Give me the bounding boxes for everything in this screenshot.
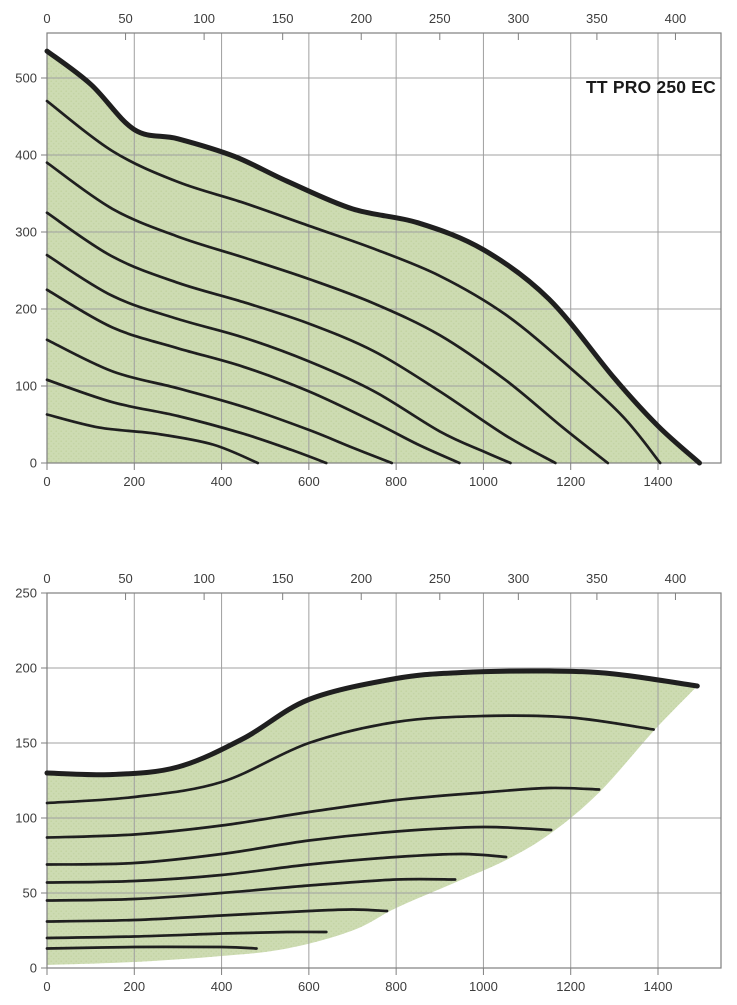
pressure-curve-1 bbox=[45, 413, 260, 465]
top-axis-tick-label: 100 bbox=[193, 571, 215, 586]
plot-border bbox=[46, 592, 722, 969]
power-curve-7 bbox=[45, 786, 601, 839]
power-curve-3 bbox=[45, 908, 389, 923]
bottom-axis-tick-label: 1000 bbox=[469, 979, 498, 994]
bottom-axis-tick-label: 800 bbox=[385, 979, 407, 994]
top-axis-tick-label: 50 bbox=[118, 11, 132, 26]
top-axis-tick-label: 150 bbox=[272, 571, 294, 586]
top-axis-tick-label: 200 bbox=[350, 571, 372, 586]
y-axis-tick-label: 400 bbox=[15, 148, 37, 163]
bottom-axis-tick-label: 400 bbox=[211, 474, 233, 489]
y-axis-tick-label: 0 bbox=[30, 456, 37, 471]
power-curve-max bbox=[44, 668, 700, 778]
pressure-curve-7 bbox=[45, 161, 610, 465]
y-axis-tick-label: 250 bbox=[15, 586, 37, 601]
power-curve-2 bbox=[45, 930, 328, 940]
bottom-axis-tick-label: 1400 bbox=[644, 474, 673, 489]
bottom-axis-tick-label: 1200 bbox=[556, 474, 585, 489]
top-axis-tick-label: 400 bbox=[665, 11, 687, 26]
bottom-axis-tick-label: 1200 bbox=[556, 979, 585, 994]
y-axis-tick-label: 500 bbox=[15, 71, 37, 86]
pressure-curve-5 bbox=[45, 253, 512, 465]
bottom-axis-tick-label: 400 bbox=[211, 979, 233, 994]
bottom-axis-tick-label: 600 bbox=[298, 979, 320, 994]
operating-area-texture bbox=[47, 51, 700, 463]
y-axis-tick-label: 50 bbox=[23, 886, 37, 901]
pressure-curve-6 bbox=[45, 211, 557, 465]
top-axis-tick-label: 100 bbox=[193, 11, 215, 26]
top-axis-tick-label: 300 bbox=[507, 571, 529, 586]
top-axis-tick-label: 250 bbox=[429, 11, 451, 26]
bottom-axis-tick-label: 1400 bbox=[644, 979, 673, 994]
pressure-curve-4 bbox=[45, 288, 461, 465]
pressure-curve-max bbox=[44, 48, 702, 466]
top-axis-tick-label: 200 bbox=[350, 11, 372, 26]
top-axis-tick-label: 350 bbox=[586, 11, 608, 26]
top-axis-tick-label: 0 bbox=[43, 571, 50, 586]
power-curve-1 bbox=[45, 945, 258, 950]
y-axis-tick-label: 300 bbox=[15, 225, 37, 240]
y-axis-tick-label: 0 bbox=[30, 961, 37, 976]
power-curve-8 bbox=[45, 714, 655, 805]
top-axis-tick-label: 300 bbox=[507, 11, 529, 26]
y-axis-tick-label: 200 bbox=[15, 302, 37, 317]
bottom-axis-tick-label: 600 bbox=[298, 474, 320, 489]
bottom-axis-tick-label: 200 bbox=[123, 474, 145, 489]
bottom-axis-tick-label: 200 bbox=[123, 979, 145, 994]
top-axis-tick-label: 50 bbox=[118, 571, 132, 586]
chart-title: TT PRO 250 EC bbox=[586, 77, 716, 97]
top-axis-tick-label: 0 bbox=[43, 11, 50, 26]
top-axis-tick-label: 350 bbox=[586, 571, 608, 586]
y-axis-tick-label: 100 bbox=[15, 379, 37, 394]
bottom-axis-tick-label: 800 bbox=[385, 474, 407, 489]
pressure-airflow-chart: 0 50 100 150 200 250 300 350 400 0 100 200 300 400 500… bbox=[15, 11, 722, 489]
top-axis-tick-label: 400 bbox=[665, 571, 687, 586]
plot-border bbox=[46, 32, 722, 464]
power-curve-5 bbox=[45, 852, 508, 884]
power-curve-6 bbox=[45, 825, 553, 866]
y-axis-tick-label: 200 bbox=[15, 661, 37, 676]
pressure-curve-8 bbox=[45, 99, 662, 465]
top-axis-tick-label: 150 bbox=[272, 11, 294, 26]
power-curve-4 bbox=[45, 877, 457, 902]
top-axis-tick-label: 250 bbox=[429, 571, 451, 586]
pressure-curve-3 bbox=[45, 338, 394, 465]
y-axis-tick-label: 150 bbox=[15, 736, 37, 751]
bottom-axis-tick-label: 1000 bbox=[469, 474, 498, 489]
y-axis-tick-label: 100 bbox=[15, 811, 37, 826]
bottom-axis-tick-label: 0 bbox=[43, 979, 50, 994]
bottom-axis-tick-label: 0 bbox=[43, 474, 50, 489]
power-airflow-chart: 0 50 100 150 200 250 300 350 400 0 50 100 150 200 250 0… bbox=[15, 571, 722, 994]
pressure-curve-2 bbox=[45, 378, 328, 465]
